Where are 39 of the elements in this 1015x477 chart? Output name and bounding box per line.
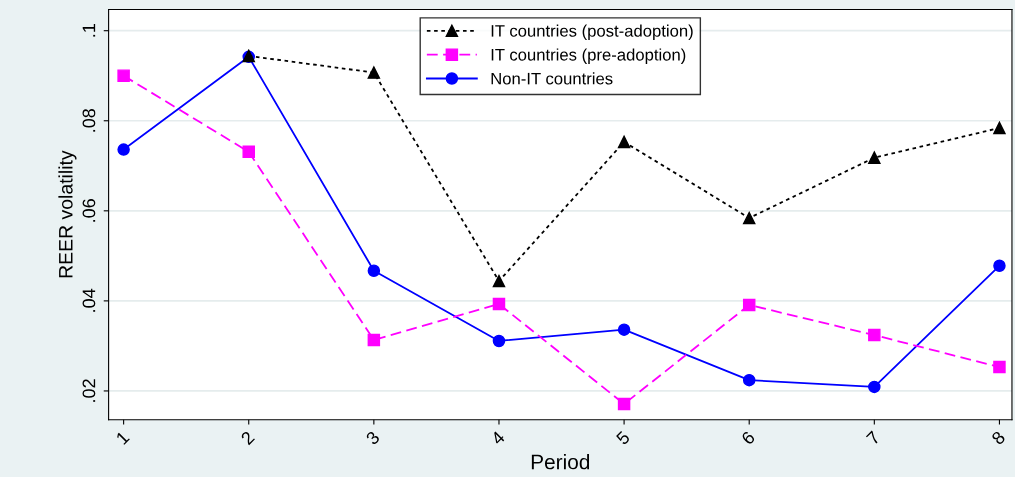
point [367,333,381,347]
point [617,397,631,411]
y-tick-label: .02 [82,379,96,402]
point [993,121,1006,135]
point [492,334,506,348]
point [742,298,756,312]
point [868,151,881,164]
point [868,328,881,342]
point [367,264,381,277]
x-tick-label: 3 [365,430,381,446]
legend-label: IT countries (post-adoption) [491,24,693,41]
point [117,143,130,156]
y-tick-label: .06 [82,199,96,222]
legend-label: Non-IT countries [491,72,613,85]
x-axis-title: Period [531,454,590,470]
point [742,211,756,225]
point [617,323,631,336]
x-tick-label: 4 [490,430,506,446]
point [617,135,631,149]
point [492,274,506,288]
y-tick-label: .1 [82,24,96,37]
point [367,66,381,79]
x-tick-label: 1 [115,430,130,445]
y-axis-title: REER volatility [58,150,77,278]
point [117,69,130,82]
y-tick-label: .08 [82,109,96,132]
x-tick-label: 7 [865,430,881,446]
legend-label: IT countries (pre-adoption) [491,48,686,64]
point [742,373,756,387]
point [242,145,255,159]
point [492,297,506,311]
point [993,259,1006,273]
point [868,380,881,394]
x-tick-label: 5 [615,430,631,446]
x-tick-label: 2 [240,430,255,446]
x-tick-label: 6 [740,430,756,446]
point [993,360,1006,374]
y-tick-label: .04 [82,288,96,312]
x-tick-label: 8 [990,430,1006,446]
